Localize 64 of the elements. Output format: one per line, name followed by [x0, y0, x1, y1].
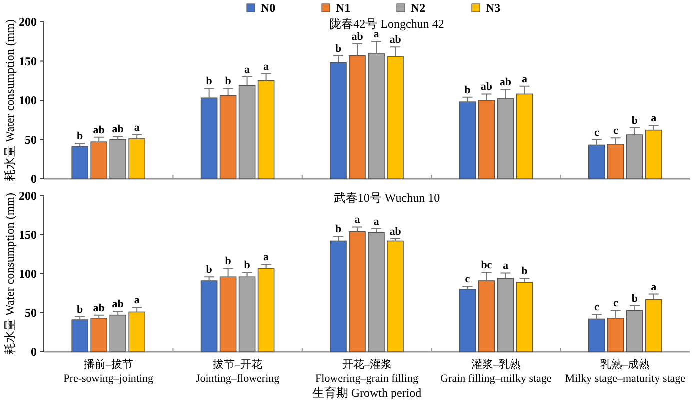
data-label: b: [206, 76, 212, 88]
data-label: b: [632, 114, 638, 127]
data-label: c: [465, 273, 470, 286]
data-label: ab: [112, 298, 124, 310]
x-tick-label: 乳熟–成熟 Milky stage–maturity stage: [565, 358, 686, 385]
data-label: c: [594, 302, 600, 314]
data-label: a: [264, 60, 270, 73]
y-tick-label: 150: [19, 228, 37, 242]
data-label: b: [335, 42, 342, 55]
x-axis-title: 生育期 Growth period: [312, 386, 422, 400]
y-tick-label: 200: [19, 189, 37, 203]
legend-label: N1: [336, 1, 351, 15]
data-label: ab: [352, 30, 364, 43]
data-label: b: [244, 259, 250, 272]
y-axis-title: 耗水量 Water consumption (mm): [3, 19, 17, 182]
data-label: b: [522, 266, 528, 278]
legend-label: N0: [261, 1, 276, 15]
y-tick-label: 0: [31, 345, 37, 359]
data-label: b: [225, 76, 232, 88]
data-label: c: [613, 298, 618, 310]
x-tick-label: 拔节–开花 Jointing–flowering: [196, 358, 280, 385]
data-label: bc: [481, 259, 492, 272]
data-label: b: [335, 224, 342, 236]
y-tick-label: 150: [19, 54, 37, 68]
data-label: a: [354, 214, 361, 226]
data-label: ab: [93, 124, 105, 136]
chart-title: 陇春42号 Longchun 42: [330, 17, 444, 31]
legend-label: N2: [411, 1, 426, 15]
data-label: c: [613, 125, 618, 138]
data-label: b: [464, 84, 471, 96]
data-label: ab: [500, 76, 512, 89]
data-label: b: [77, 304, 84, 316]
x-tick-label: 灌浆–乳熟 Grain filling–milky stage: [440, 358, 552, 385]
y-tick-label: 50: [25, 132, 37, 147]
data-label: a: [134, 294, 140, 307]
x-tick-label: 播前–拔节 Pre-sowing–jointing: [64, 358, 154, 385]
y-tick-label: 200: [19, 15, 37, 29]
y-tick-label: 100: [19, 94, 37, 108]
data-label: b: [77, 130, 84, 143]
data-label: ab: [112, 124, 124, 136]
data-label: a: [244, 64, 251, 76]
legend-label: N3: [486, 1, 501, 15]
data-label: a: [374, 216, 380, 228]
data-label: ab: [390, 34, 402, 46]
data-label: b: [225, 256, 232, 268]
data-label: a: [374, 28, 380, 41]
y-axis-title: 耗水量 Water consumption (mm): [3, 192, 17, 356]
data-label: a: [502, 260, 509, 272]
y-tick-label: 100: [19, 267, 37, 281]
x-tick-label: 开花–灌浆 Flowering–grain filling: [316, 358, 419, 385]
data-label: b: [632, 292, 638, 305]
data-label: a: [522, 73, 528, 86]
data-label: ab: [93, 302, 105, 314]
data-label: ab: [390, 226, 402, 238]
data-label: a: [264, 252, 270, 264]
y-tick-label: 50: [25, 306, 37, 320]
data-label: c: [594, 126, 600, 139]
y-tick-label: 0: [31, 172, 37, 186]
data-label: a: [651, 112, 658, 125]
data-label: b: [206, 264, 212, 276]
chart-title: 武春10号 Wuchun 10: [334, 191, 440, 205]
data-label: ab: [480, 81, 493, 94]
data-label: a: [134, 122, 140, 134]
data-label: a: [651, 281, 658, 294]
